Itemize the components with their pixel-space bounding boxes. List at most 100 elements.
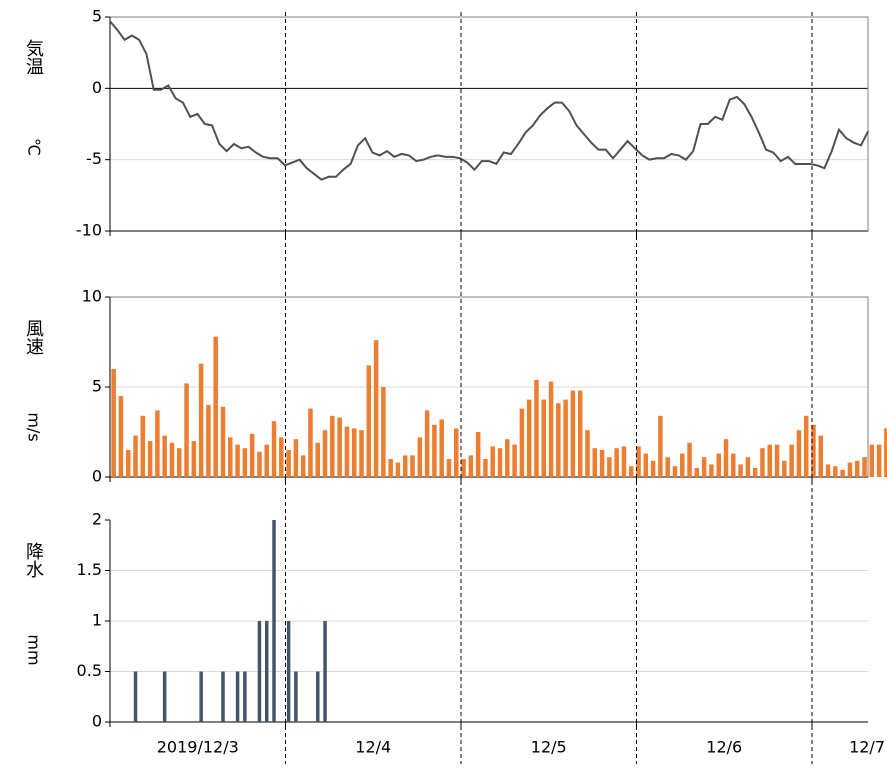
bar xyxy=(774,444,780,477)
bar xyxy=(184,383,189,477)
y-axis-unit: mm xyxy=(25,634,44,665)
y-tick-label: 1 xyxy=(92,611,102,630)
bar xyxy=(249,433,255,477)
bar xyxy=(242,448,248,477)
bar xyxy=(636,446,641,477)
bar xyxy=(599,450,605,477)
bar xyxy=(585,430,590,477)
bar xyxy=(133,671,138,722)
bar xyxy=(424,410,430,477)
bar xyxy=(454,428,459,477)
bar xyxy=(293,439,299,477)
bar xyxy=(570,390,576,477)
y-tick-label: -10 xyxy=(76,221,102,240)
bar xyxy=(840,469,845,477)
bar xyxy=(432,424,437,477)
bar xyxy=(723,439,729,477)
bar xyxy=(198,363,204,477)
bar xyxy=(782,460,787,477)
bar xyxy=(155,410,160,477)
x-tick-label: 12/6 xyxy=(706,738,742,757)
bar xyxy=(177,448,182,477)
bar xyxy=(271,421,277,477)
bar xyxy=(140,415,146,477)
x-tick-label: 12/7 xyxy=(849,738,885,757)
bar xyxy=(607,457,612,477)
bar xyxy=(169,442,175,477)
bar xyxy=(716,453,721,477)
bar xyxy=(803,415,809,477)
bar xyxy=(199,671,203,722)
bar xyxy=(869,444,875,477)
bar xyxy=(577,390,583,477)
bar xyxy=(125,450,131,477)
bar xyxy=(308,408,313,477)
bar xyxy=(854,460,860,477)
bar xyxy=(221,671,225,722)
bar xyxy=(563,399,568,477)
bar xyxy=(235,444,240,477)
bar xyxy=(446,459,452,477)
bar xyxy=(483,459,488,477)
y-axis-label: 降水 xyxy=(23,542,44,578)
bar xyxy=(206,405,211,477)
bar xyxy=(796,430,802,477)
bar xyxy=(213,336,218,477)
bar xyxy=(709,464,714,477)
bar xyxy=(191,441,197,477)
bar xyxy=(410,455,415,477)
bar xyxy=(133,435,138,477)
bar xyxy=(461,459,466,477)
bar xyxy=(541,399,547,477)
bar xyxy=(512,444,517,477)
bar xyxy=(228,437,233,477)
bar xyxy=(162,671,167,722)
bar xyxy=(323,621,327,722)
bar xyxy=(505,439,510,477)
bar xyxy=(497,448,503,477)
y-tick-label: -5 xyxy=(86,149,102,168)
y-tick-label: 5 xyxy=(92,7,102,26)
y-axis-label: 気温 xyxy=(23,39,44,75)
bar xyxy=(439,419,444,477)
bar xyxy=(811,424,816,477)
bar xyxy=(833,466,838,477)
bar xyxy=(731,453,736,477)
bar xyxy=(373,340,379,477)
bar xyxy=(359,430,364,477)
bar xyxy=(402,455,408,477)
bar xyxy=(672,466,678,477)
bar xyxy=(767,444,772,477)
bar xyxy=(818,435,824,477)
bar xyxy=(294,671,298,722)
bar xyxy=(614,448,619,477)
y-tick-label: 0 xyxy=(92,78,102,97)
bar xyxy=(847,462,853,477)
y-axis-unit: m/s xyxy=(25,412,44,441)
bar xyxy=(468,455,474,477)
bar xyxy=(548,381,554,477)
x-tick-label: 12/4 xyxy=(355,738,391,757)
bar xyxy=(621,446,627,477)
bar xyxy=(220,406,226,477)
bar xyxy=(351,428,357,477)
bar xyxy=(760,448,765,477)
bar xyxy=(628,466,634,477)
bar xyxy=(235,671,240,722)
bar xyxy=(366,365,372,477)
bar xyxy=(257,451,262,477)
bar xyxy=(752,468,758,477)
bar xyxy=(388,459,393,477)
temperature-line xyxy=(109,20,870,181)
bar xyxy=(650,460,656,477)
bar xyxy=(264,621,269,722)
x-tick-label: 12/5 xyxy=(531,738,567,757)
bar xyxy=(534,379,539,477)
bar xyxy=(264,444,269,477)
bar xyxy=(162,435,167,477)
bar xyxy=(330,415,335,477)
y-tick-label: 10 xyxy=(82,287,102,306)
bar xyxy=(417,437,423,477)
y-tick-label: 0.5 xyxy=(77,661,102,680)
bar xyxy=(118,396,124,477)
